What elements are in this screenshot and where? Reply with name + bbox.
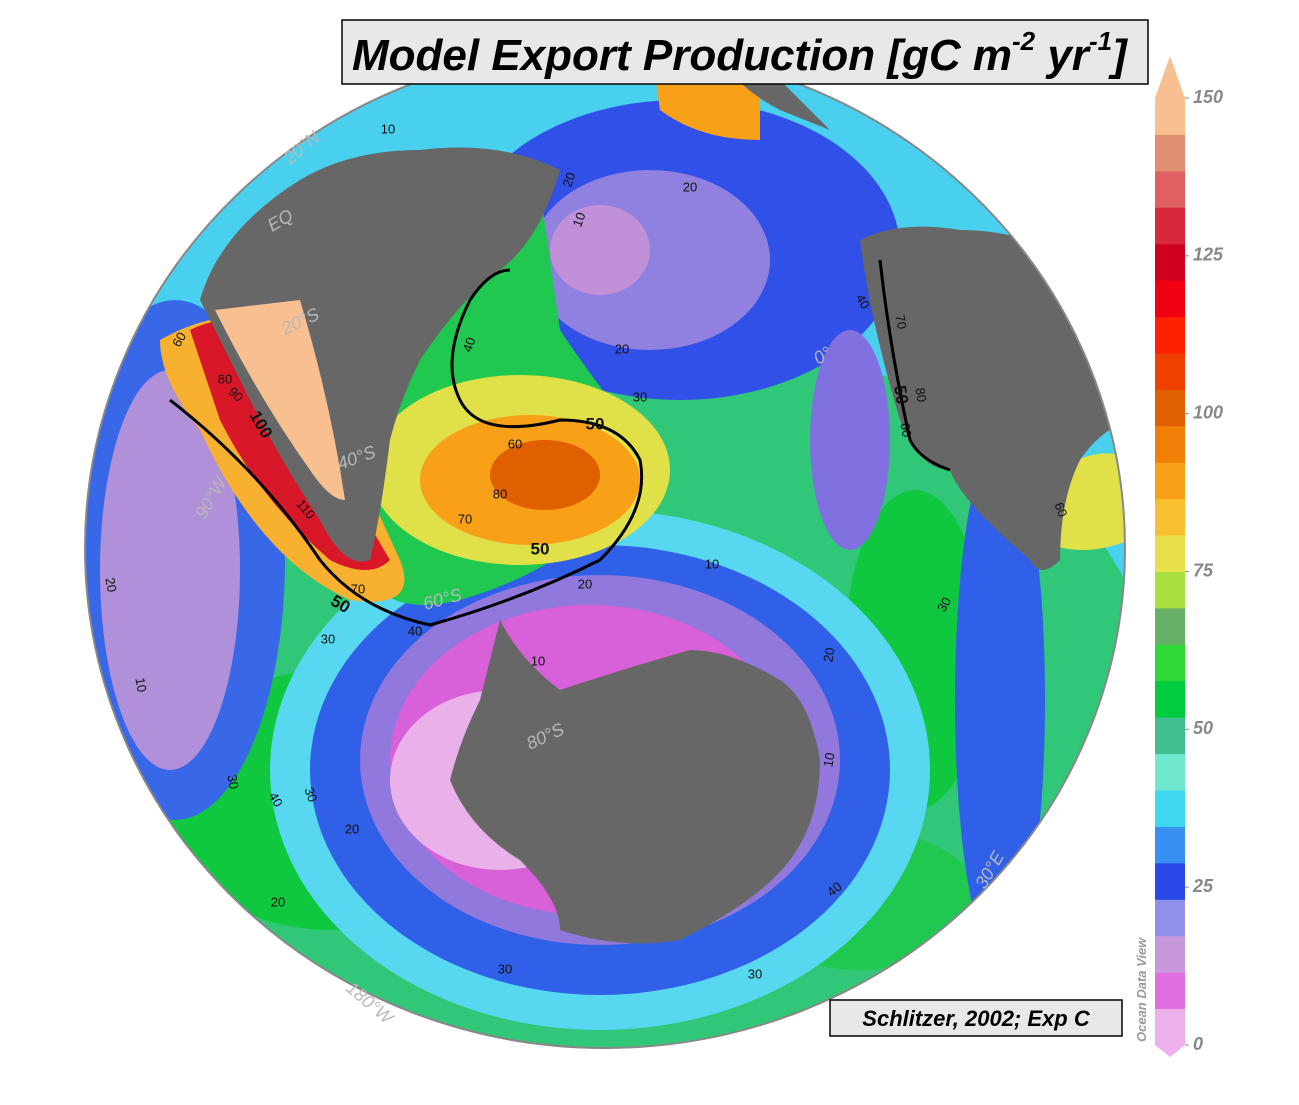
contour-label: 80 <box>218 371 232 386</box>
contour-label: 60 <box>169 329 189 349</box>
colorbar-label: Ocean Data View <box>1134 937 1149 1042</box>
contour-label: 30 <box>224 773 241 790</box>
contour-label: 30 <box>748 966 762 981</box>
contour-label: 50 <box>531 539 550 558</box>
contour-label: 20 <box>559 170 578 189</box>
colorbar-segment <box>1155 680 1185 718</box>
contour-label: 20 <box>820 646 837 663</box>
colorbar-tick-label: 0 <box>1193 1034 1203 1054</box>
title-text: ] <box>1108 31 1128 80</box>
title: Model Export Production [gC m-2 yr-1] <box>352 26 1128 80</box>
contour-label: 40 <box>266 789 286 809</box>
colorbar-segment <box>1155 899 1185 937</box>
contour-label: 20 <box>345 821 359 836</box>
colorbar-segment <box>1155 826 1185 864</box>
contour-label: 10 <box>531 653 545 668</box>
colorbar-segment <box>1155 717 1185 755</box>
title-superscript: -1 <box>1089 26 1112 56</box>
contour-label: 50 <box>890 384 912 406</box>
colorbar-tick-label: 25 <box>1192 876 1214 896</box>
contour-label: 60 <box>897 421 914 438</box>
contour-label: 30 <box>321 631 335 646</box>
contour-label: 70 <box>458 511 472 526</box>
title-text: Model Export Production [gC m <box>352 31 1012 80</box>
contour-label: 20 <box>578 576 592 591</box>
contour-label: 10 <box>820 751 837 768</box>
title-box <box>341 19 1149 85</box>
contour-label: 10 <box>569 210 588 229</box>
colorbar-segment <box>1155 790 1185 827</box>
credit-box <box>829 999 1123 1037</box>
contour-label: 10 <box>381 121 395 136</box>
colorbar-segment <box>1155 1008 1185 1046</box>
colorbar-segment <box>1155 498 1185 536</box>
contour-label: 40 <box>459 335 478 354</box>
colorbar-segment <box>1155 389 1185 427</box>
colorbar-segment <box>1155 571 1185 609</box>
contour-label: 60 <box>508 436 522 451</box>
colorbar-tick-label: 125 <box>1193 245 1224 265</box>
contour-label: 20 <box>102 576 119 593</box>
colorbar-segment <box>1155 972 1185 1010</box>
colorbar-segment <box>1155 243 1185 281</box>
colorbar-tick-label: 50 <box>1193 718 1213 738</box>
colorbar-segment <box>1155 316 1185 354</box>
colorbar-segment <box>1155 207 1185 245</box>
contour-label: 80 <box>493 486 507 501</box>
contour-label: 30 <box>633 389 647 404</box>
colorbar-segment <box>1155 862 1185 900</box>
contour-label: 10 <box>705 556 719 571</box>
contour-label: 70 <box>892 313 909 330</box>
colorbar-segment <box>1155 170 1185 208</box>
contour-label: 30 <box>934 594 954 614</box>
colorbar-tick-label: 100 <box>1193 402 1223 422</box>
contour-label: 50 <box>586 414 605 433</box>
contour-label: 70 <box>351 581 365 596</box>
colorbar-segment <box>1155 352 1185 390</box>
colorbar-segment <box>1155 535 1185 572</box>
colorbar: 0 25 50 75 100 125 150 <box>1155 56 1224 1057</box>
contour-label: 30 <box>301 785 320 804</box>
contour-label: 10 <box>132 676 149 693</box>
title-text: yr <box>1035 31 1092 80</box>
map <box>85 48 1125 1048</box>
title-superscript: -2 <box>1012 26 1036 56</box>
contour-label: 80 <box>912 386 929 403</box>
contour-label: 20 <box>683 179 697 194</box>
colorbar-tick-label: 150 <box>1193 87 1223 107</box>
contour-label: 40 <box>408 623 422 638</box>
contour-label: 30 <box>498 961 512 976</box>
credit: Schlitzer, 2002; Exp C <box>862 1006 1091 1031</box>
colorbar-segment <box>1155 98 1185 135</box>
colorbar-segment <box>1155 753 1185 791</box>
contour-label: 20 <box>271 894 285 909</box>
contour-label: 60 <box>1051 500 1070 519</box>
colorbar-segment <box>1155 134 1185 172</box>
contour-label: 40 <box>853 291 873 311</box>
colorbar-segment <box>1155 607 1185 645</box>
colorbar-segment <box>1155 935 1185 973</box>
colorbar-segment <box>1155 644 1185 682</box>
colorbar-arrow <box>1155 1045 1185 1057</box>
colorbar-segment <box>1155 425 1185 463</box>
colorbar-segment <box>1155 462 1185 500</box>
colorbar-arrow <box>1155 56 1185 98</box>
colorbar-tick-label: 75 <box>1193 560 1214 580</box>
colorbar-segment <box>1155 280 1185 318</box>
contour-label: 20 <box>615 341 629 356</box>
